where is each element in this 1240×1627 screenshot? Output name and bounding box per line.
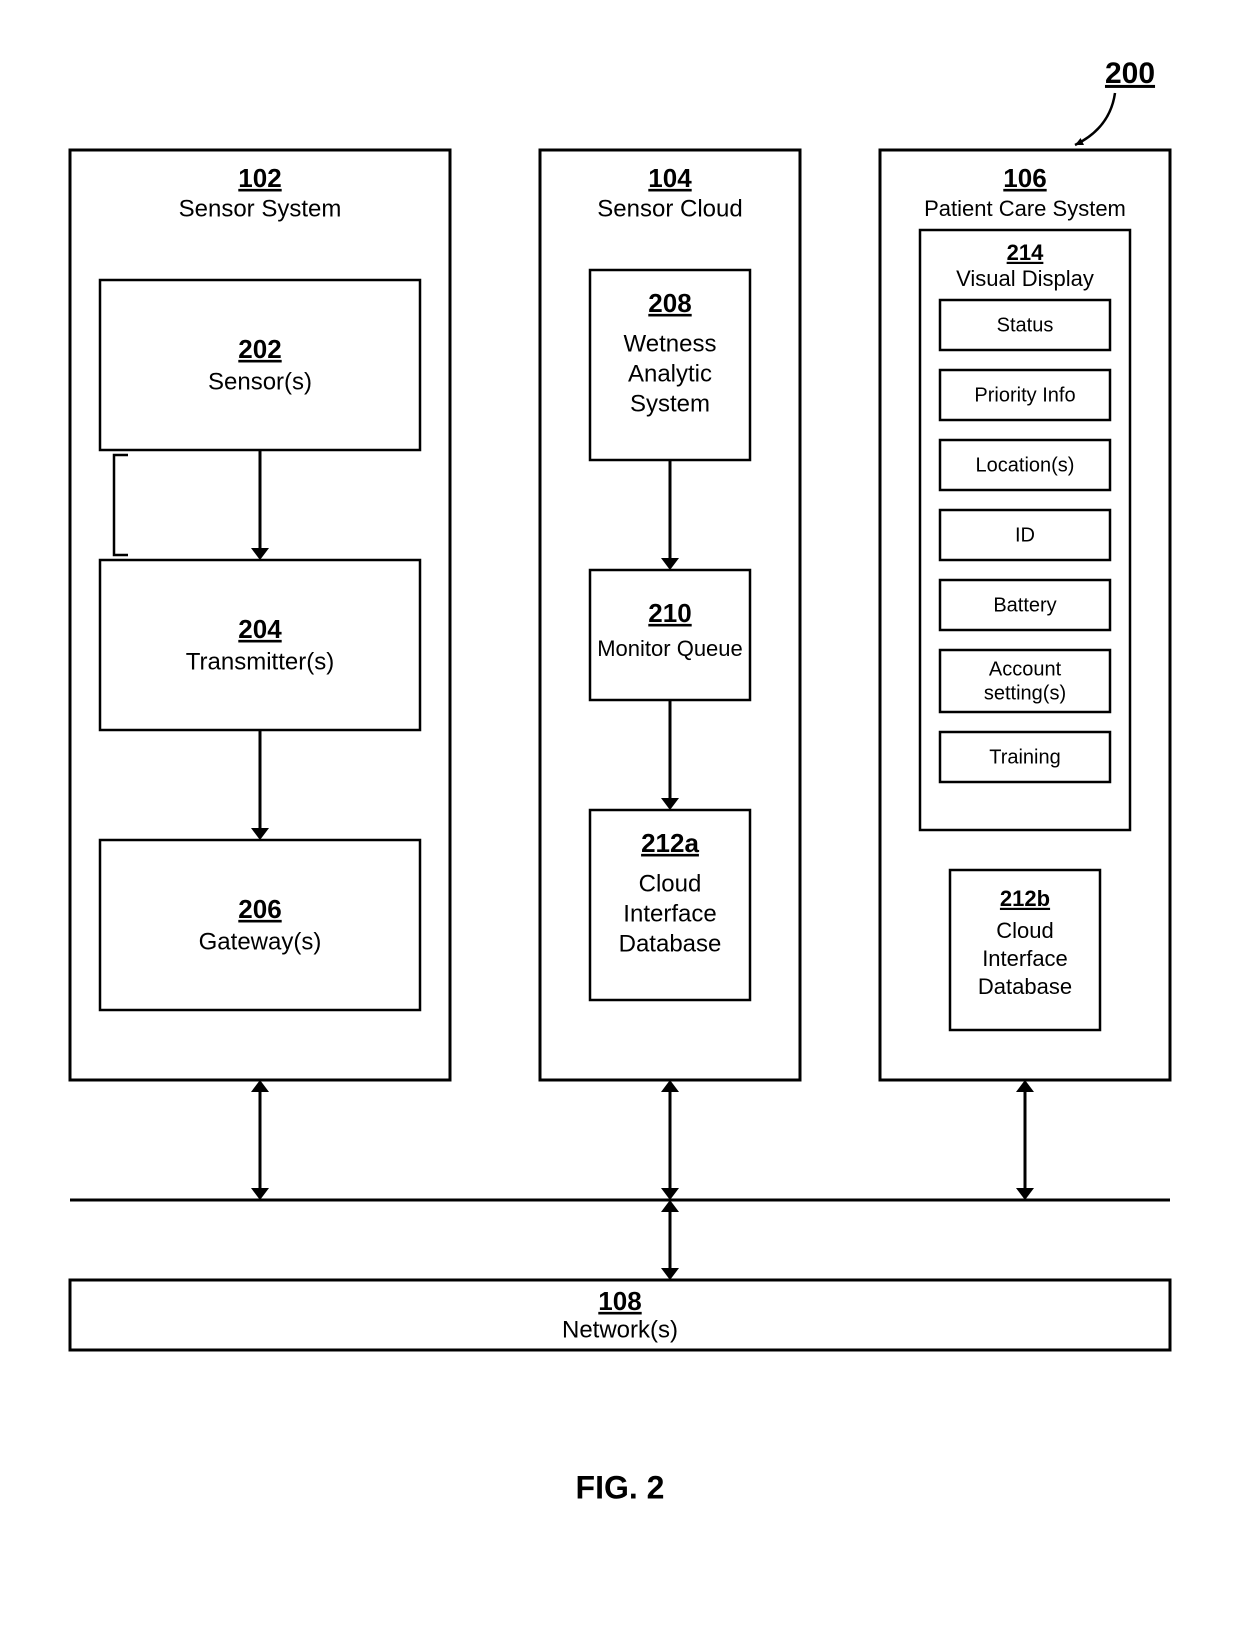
cloud-db-b-l2: Interface	[982, 946, 1068, 971]
sensor-system-transmitter-box	[100, 560, 420, 730]
arrow-head-up	[661, 1080, 679, 1092]
vd-item-5-l1: Account	[989, 658, 1062, 680]
sensor-cloud-title: Sensor Cloud	[597, 195, 742, 222]
sensor-cloud-ref: 104	[648, 163, 692, 193]
vd-item-6-label: Training	[989, 746, 1061, 768]
wetness-l1: Wetness	[624, 330, 717, 357]
patient-care-title: Patient Care System	[924, 196, 1126, 221]
vd-item-4-label: Battery	[993, 594, 1056, 616]
visual-display-label: Visual Display	[956, 266, 1094, 291]
patient-care-ref: 106	[1003, 163, 1046, 193]
network-label: Network(s)	[562, 1316, 678, 1343]
arrow-head-up	[1016, 1080, 1034, 1092]
arrow-head-down	[661, 1268, 679, 1280]
sensor-system-title: Sensor System	[179, 195, 342, 222]
arrow-head-down	[1016, 1188, 1034, 1200]
network-ref: 108	[598, 1286, 641, 1316]
cloud-db-b-l3: Database	[978, 974, 1072, 999]
sensor-system-sensor-label: Sensor(s)	[208, 368, 312, 395]
arrow-head-down	[251, 548, 269, 560]
sensor-bracket	[114, 455, 128, 555]
wetness-ref: 208	[648, 288, 691, 318]
arrow-head-down	[661, 798, 679, 810]
vd-item-1-label: Priority Info	[974, 384, 1075, 406]
cloud-db-a-l1: Cloud	[639, 870, 702, 897]
arrow-head-down	[661, 1188, 679, 1200]
sensor-system-gateway-label: Gateway(s)	[199, 928, 322, 955]
arrow-head-up	[661, 1200, 679, 1212]
sensor-system-sensor-ref: 202	[238, 334, 281, 364]
sensor-system-ref: 102	[238, 163, 281, 193]
visual-display-ref: 214	[1007, 240, 1044, 265]
vd-item-3-label: ID	[1015, 524, 1035, 546]
cloud-db-a-l2: Interface	[623, 900, 716, 927]
wetness-l2: Analytic	[628, 360, 712, 387]
cloud-db-a-l3: Database	[619, 930, 722, 957]
arrow-head-down	[661, 558, 679, 570]
sensor-system-gateway-ref: 206	[238, 894, 281, 924]
cloud-db-b-l1: Cloud	[996, 918, 1053, 943]
sensor-system-gateway-box	[100, 840, 420, 1010]
vd-item-2-label: Location(s)	[976, 454, 1075, 476]
figure-caption: FIG. 2	[576, 1469, 665, 1505]
vd-item-0-label: Status	[997, 314, 1054, 336]
wetness-l3: System	[630, 390, 710, 417]
arrow-head-down	[251, 828, 269, 840]
cloud-db-a-ref: 212a	[641, 828, 699, 858]
monitor-ref: 210	[648, 598, 691, 628]
figure-ref-200: 200	[1105, 57, 1155, 90]
sensor-system-transmitter-label: Transmitter(s)	[186, 648, 334, 675]
arrow-head-down	[251, 1188, 269, 1200]
sensor-system-sensor-box	[100, 280, 420, 450]
figure-ref-pointer	[1075, 93, 1115, 145]
vd-item-5-l2: setting(s)	[984, 682, 1066, 704]
monitor-label: Monitor Queue	[597, 636, 743, 661]
arrow-head-up	[251, 1080, 269, 1092]
sensor-system-transmitter-ref: 204	[238, 614, 282, 644]
cloud-db-b-ref: 212b	[1000, 886, 1050, 911]
